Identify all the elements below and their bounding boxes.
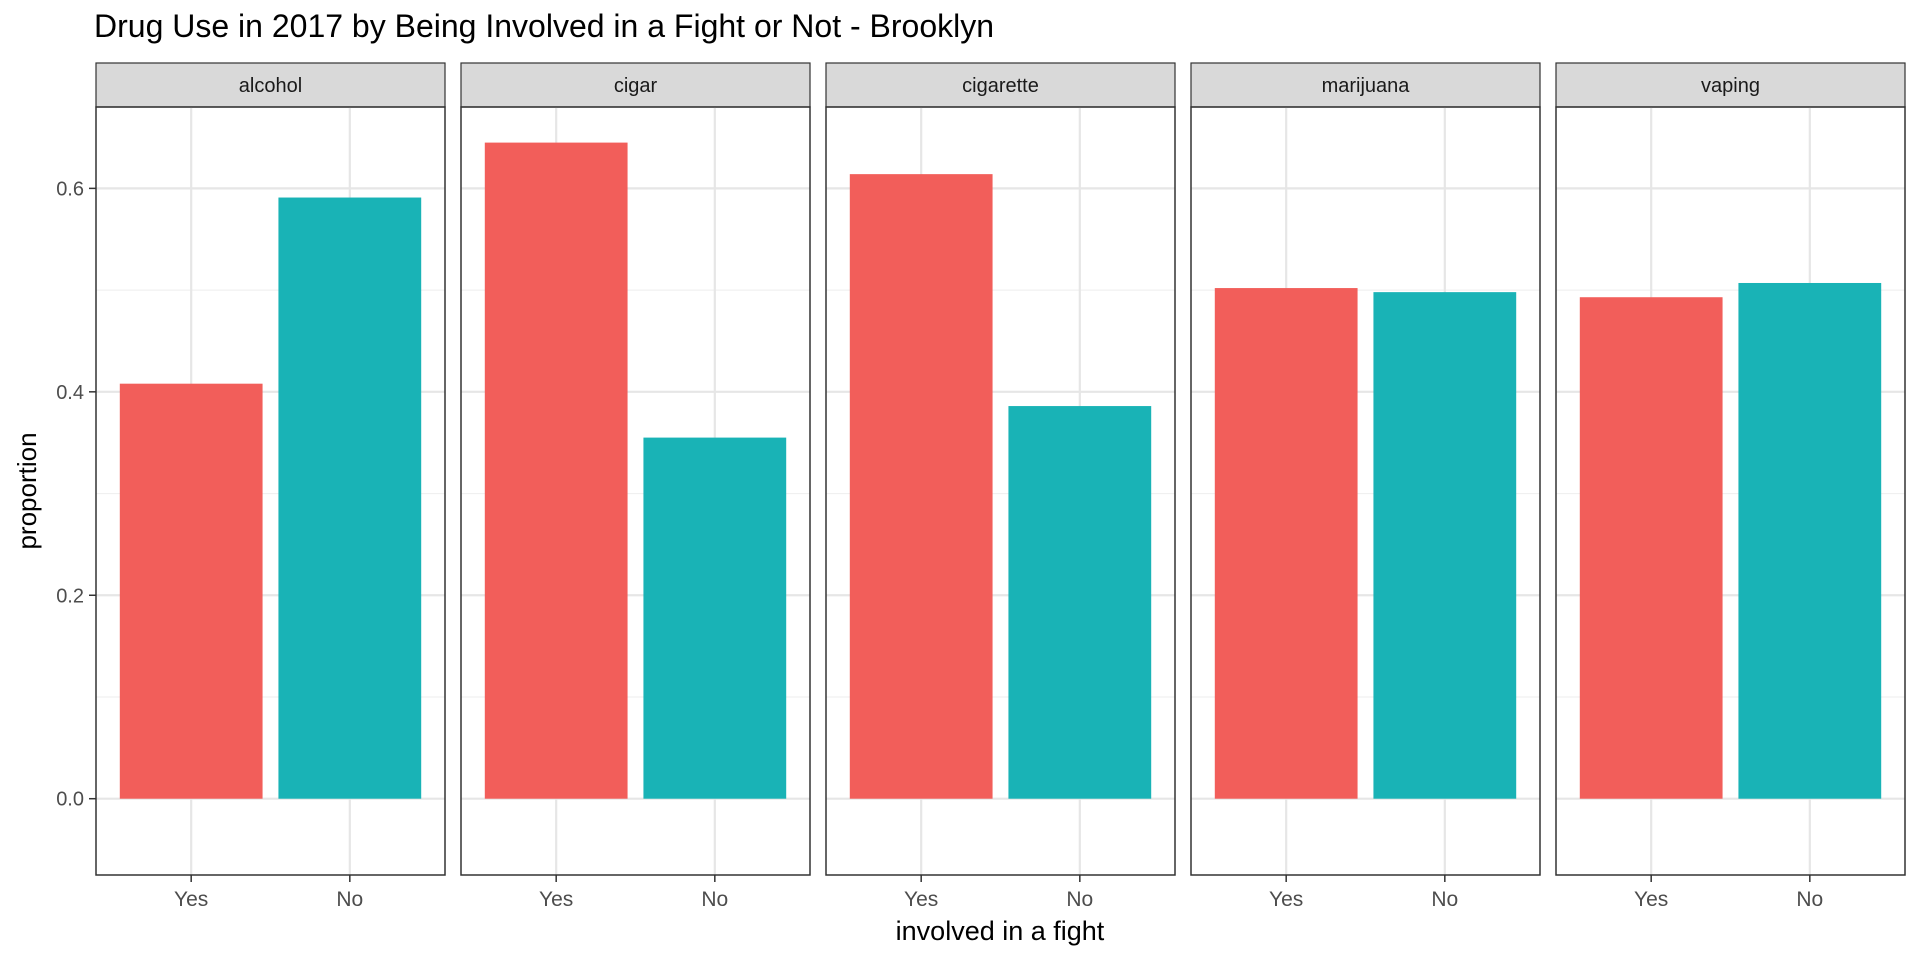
bar-alcohol-no bbox=[278, 197, 422, 799]
bar-alcohol-yes bbox=[119, 383, 263, 799]
facet-strip-background bbox=[1190, 62, 1541, 108]
facet-strip-label: alcohol bbox=[239, 75, 302, 97]
y-tick-label: 0.0 bbox=[56, 789, 84, 811]
bar-cigarette-no bbox=[1008, 406, 1152, 799]
facet-strip-background bbox=[825, 62, 1176, 108]
facet-strip-background bbox=[1555, 62, 1906, 108]
x-tick-label: No bbox=[1796, 888, 1823, 911]
facet-panel-alcohol: alcohol Yes No bbox=[95, 62, 446, 911]
bar-marijuana-yes bbox=[1214, 288, 1358, 799]
y-tick-label: 0.2 bbox=[56, 585, 84, 607]
y-axis-ticks: 0.0 0.2 0.4 0.6 bbox=[56, 178, 96, 811]
x-tick-label: Yes bbox=[1634, 888, 1668, 911]
chart-title: Drug Use in 2017 by Being Involved in a … bbox=[94, 8, 994, 44]
bar-marijuana-no bbox=[1373, 292, 1517, 799]
x-tick-label: No bbox=[701, 888, 728, 911]
bar-vaping-yes bbox=[1579, 297, 1723, 799]
facet-strip-label: cigar bbox=[614, 75, 658, 97]
x-tick-label: Yes bbox=[174, 888, 208, 911]
facet-panel-cigar: cigar Yes No bbox=[460, 62, 811, 911]
x-tick-label: Yes bbox=[539, 888, 573, 911]
panel-border bbox=[1190, 106, 1541, 876]
panel-border bbox=[95, 106, 446, 876]
x-tick-label: Yes bbox=[1269, 888, 1303, 911]
x-tick-label: No bbox=[336, 888, 363, 911]
bar-cigar-yes bbox=[484, 142, 628, 799]
facet-strip-label: marijuana bbox=[1322, 75, 1411, 97]
y-tick-label: 0.4 bbox=[56, 382, 84, 404]
facet-panel-cigarette: cigarette Yes No bbox=[825, 62, 1176, 911]
panel-border bbox=[460, 106, 811, 876]
x-axis-label: involved in a fight bbox=[896, 916, 1105, 946]
y-tick-label: 0.6 bbox=[56, 178, 84, 200]
facet-strip-label: cigarette bbox=[962, 75, 1039, 97]
x-tick-label: No bbox=[1066, 888, 1093, 911]
facet-strip-label: vaping bbox=[1701, 75, 1760, 97]
bar-cigar-no bbox=[643, 437, 787, 799]
y-axis-label: proportion bbox=[12, 432, 42, 549]
bar-cigarette-yes bbox=[849, 174, 993, 799]
facet-strip-background bbox=[460, 62, 811, 108]
x-tick-label: Yes bbox=[904, 888, 938, 911]
panel-border bbox=[1555, 106, 1906, 876]
x-tick-label: No bbox=[1431, 888, 1458, 911]
facet-panel-vaping: vaping Yes No bbox=[1555, 62, 1906, 911]
facet-strip-background bbox=[95, 62, 446, 108]
bar-vaping-no bbox=[1738, 282, 1882, 799]
panel-border bbox=[825, 106, 1176, 876]
facet-panel-marijuana: marijuana Yes No bbox=[1190, 62, 1541, 911]
